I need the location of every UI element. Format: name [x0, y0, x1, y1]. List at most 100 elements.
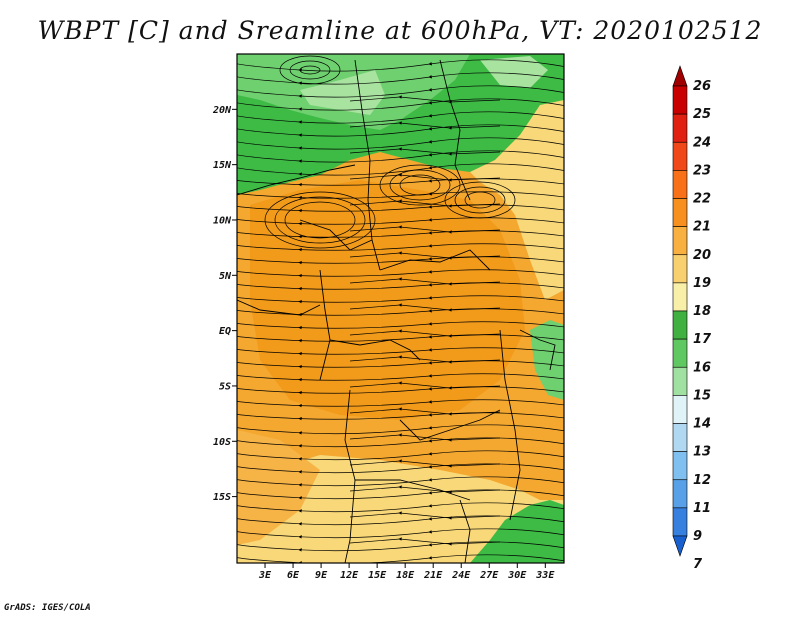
streamline: [349, 433, 501, 442]
lon-tick-label: 27E: [479, 570, 499, 581]
longitude-axis: 3E 6E 9E 12E 15E 18E 21E 24E 27E 30E 33E: [258, 563, 555, 581]
field-yellow-ne: [470, 100, 564, 300]
lat-tick-label: 5S: [219, 381, 231, 392]
streamline: [237, 243, 564, 252]
streamline: [237, 502, 564, 513]
streamline: [349, 121, 501, 130]
lat-tick-label: 10N: [213, 215, 232, 226]
lat-tick-label: EQ: [219, 326, 231, 337]
streamline: [237, 515, 564, 526]
streamline-eddy: [299, 65, 321, 75]
streamline: [237, 124, 564, 137]
streamline-eddy: [264, 191, 376, 249]
streamline: [237, 178, 564, 187]
streamline: [237, 191, 564, 200]
colorbar-label: 18: [693, 304, 711, 319]
colorbar-label: 21: [693, 220, 711, 235]
colorbar-label: 22: [693, 192, 711, 207]
colorbar-swatch: [672, 423, 688, 452]
colorbar-label: 20: [693, 248, 711, 263]
streamline: [237, 98, 564, 111]
streamline: [349, 277, 501, 286]
colorbar-label: 25: [693, 107, 711, 122]
colorbar-label: 9: [693, 529, 702, 544]
lon-tick-label: 6E: [287, 570, 300, 581]
streamline: [349, 485, 501, 494]
streamline-eddy: [289, 60, 331, 80]
streamline-eddy: [279, 55, 341, 85]
streamline: [237, 137, 564, 150]
streamline: [237, 347, 564, 356]
colorbar-swatch: [672, 451, 688, 481]
streamline: [349, 303, 501, 312]
streamline: [237, 424, 564, 435]
streamline: [349, 459, 501, 468]
colorbar-label: 7: [693, 557, 703, 572]
streamline: [349, 407, 501, 416]
streamline: [237, 334, 564, 343]
streamline-eddy: [454, 186, 506, 214]
field-green-light-2: [480, 56, 548, 88]
colorbar: 26 25 24 23 22 21 20 19 18 17 16 15 14 13 12 11 9 7: [672, 65, 712, 572]
colorbar-swatch: [672, 170, 688, 199]
colorbar-label: 23: [693, 163, 711, 178]
colorbar-swatch: [672, 338, 688, 368]
streamline: [349, 173, 501, 182]
latitude-axis: 20N 15N 10N 5N EQ 5S 10S 15S: [212, 105, 237, 503]
streamline: [237, 412, 564, 421]
colorbar-swatch: [672, 85, 688, 115]
lon-tick-label: 30E: [507, 570, 527, 581]
lat-tick-label: 15N: [213, 160, 232, 171]
streamline: [349, 95, 501, 104]
country-borders: [237, 59, 556, 563]
streamline-eddy: [284, 201, 356, 239]
streamline: [237, 217, 564, 226]
streamline: [237, 72, 564, 85]
streamline: [237, 489, 564, 500]
lon-tick-label: 15E: [368, 570, 387, 581]
streamline-eddy: [389, 169, 451, 201]
colorbar-label: 26: [693, 79, 711, 94]
streamline: [237, 321, 564, 330]
streamline-eddy: [399, 174, 441, 196]
streamline: [237, 163, 564, 176]
streamline: [237, 111, 564, 124]
streamline: [237, 463, 564, 474]
streamline: [349, 199, 501, 208]
streamline: [349, 511, 501, 520]
lon-tick-label: 33E: [535, 570, 555, 581]
streamline-eddy: [444, 181, 516, 219]
colorbar-label: 12: [693, 473, 711, 488]
lon-tick-label: 12E: [340, 570, 359, 581]
streamline: [237, 256, 564, 265]
colorbar-swatch: [672, 479, 688, 509]
streamline: [237, 450, 564, 461]
field-green-se: [470, 500, 564, 563]
streamline-eddy: [464, 191, 496, 209]
colorbar-label: 17: [693, 332, 712, 347]
streamline: [349, 537, 501, 546]
streamline: [237, 85, 564, 98]
map-field: [237, 54, 564, 563]
colorbar-swatch: [672, 226, 688, 256]
colorbar-label: 13: [693, 445, 711, 460]
colorbar-label: 16: [693, 360, 711, 375]
field-green-east: [530, 320, 564, 400]
colorbar-swatch: [672, 65, 688, 87]
lon-tick-label: 9E: [315, 570, 328, 581]
streamline: [237, 476, 564, 487]
lon-tick-label: 18E: [396, 570, 415, 581]
streamline: [349, 329, 501, 338]
lon-tick-label: 21E: [423, 570, 443, 581]
streamline: [349, 251, 501, 260]
streamline: [237, 230, 564, 239]
streamline: [237, 373, 564, 382]
lat-tick-label: 10S: [213, 437, 231, 448]
streamline: [237, 399, 564, 408]
streamline: [237, 204, 564, 213]
streamline: [237, 541, 564, 552]
colorbar-label: 14: [693, 417, 711, 432]
colorbar-swatch: [672, 507, 688, 537]
colorbar-swatch: [672, 395, 688, 424]
map-frame: [236, 53, 565, 564]
